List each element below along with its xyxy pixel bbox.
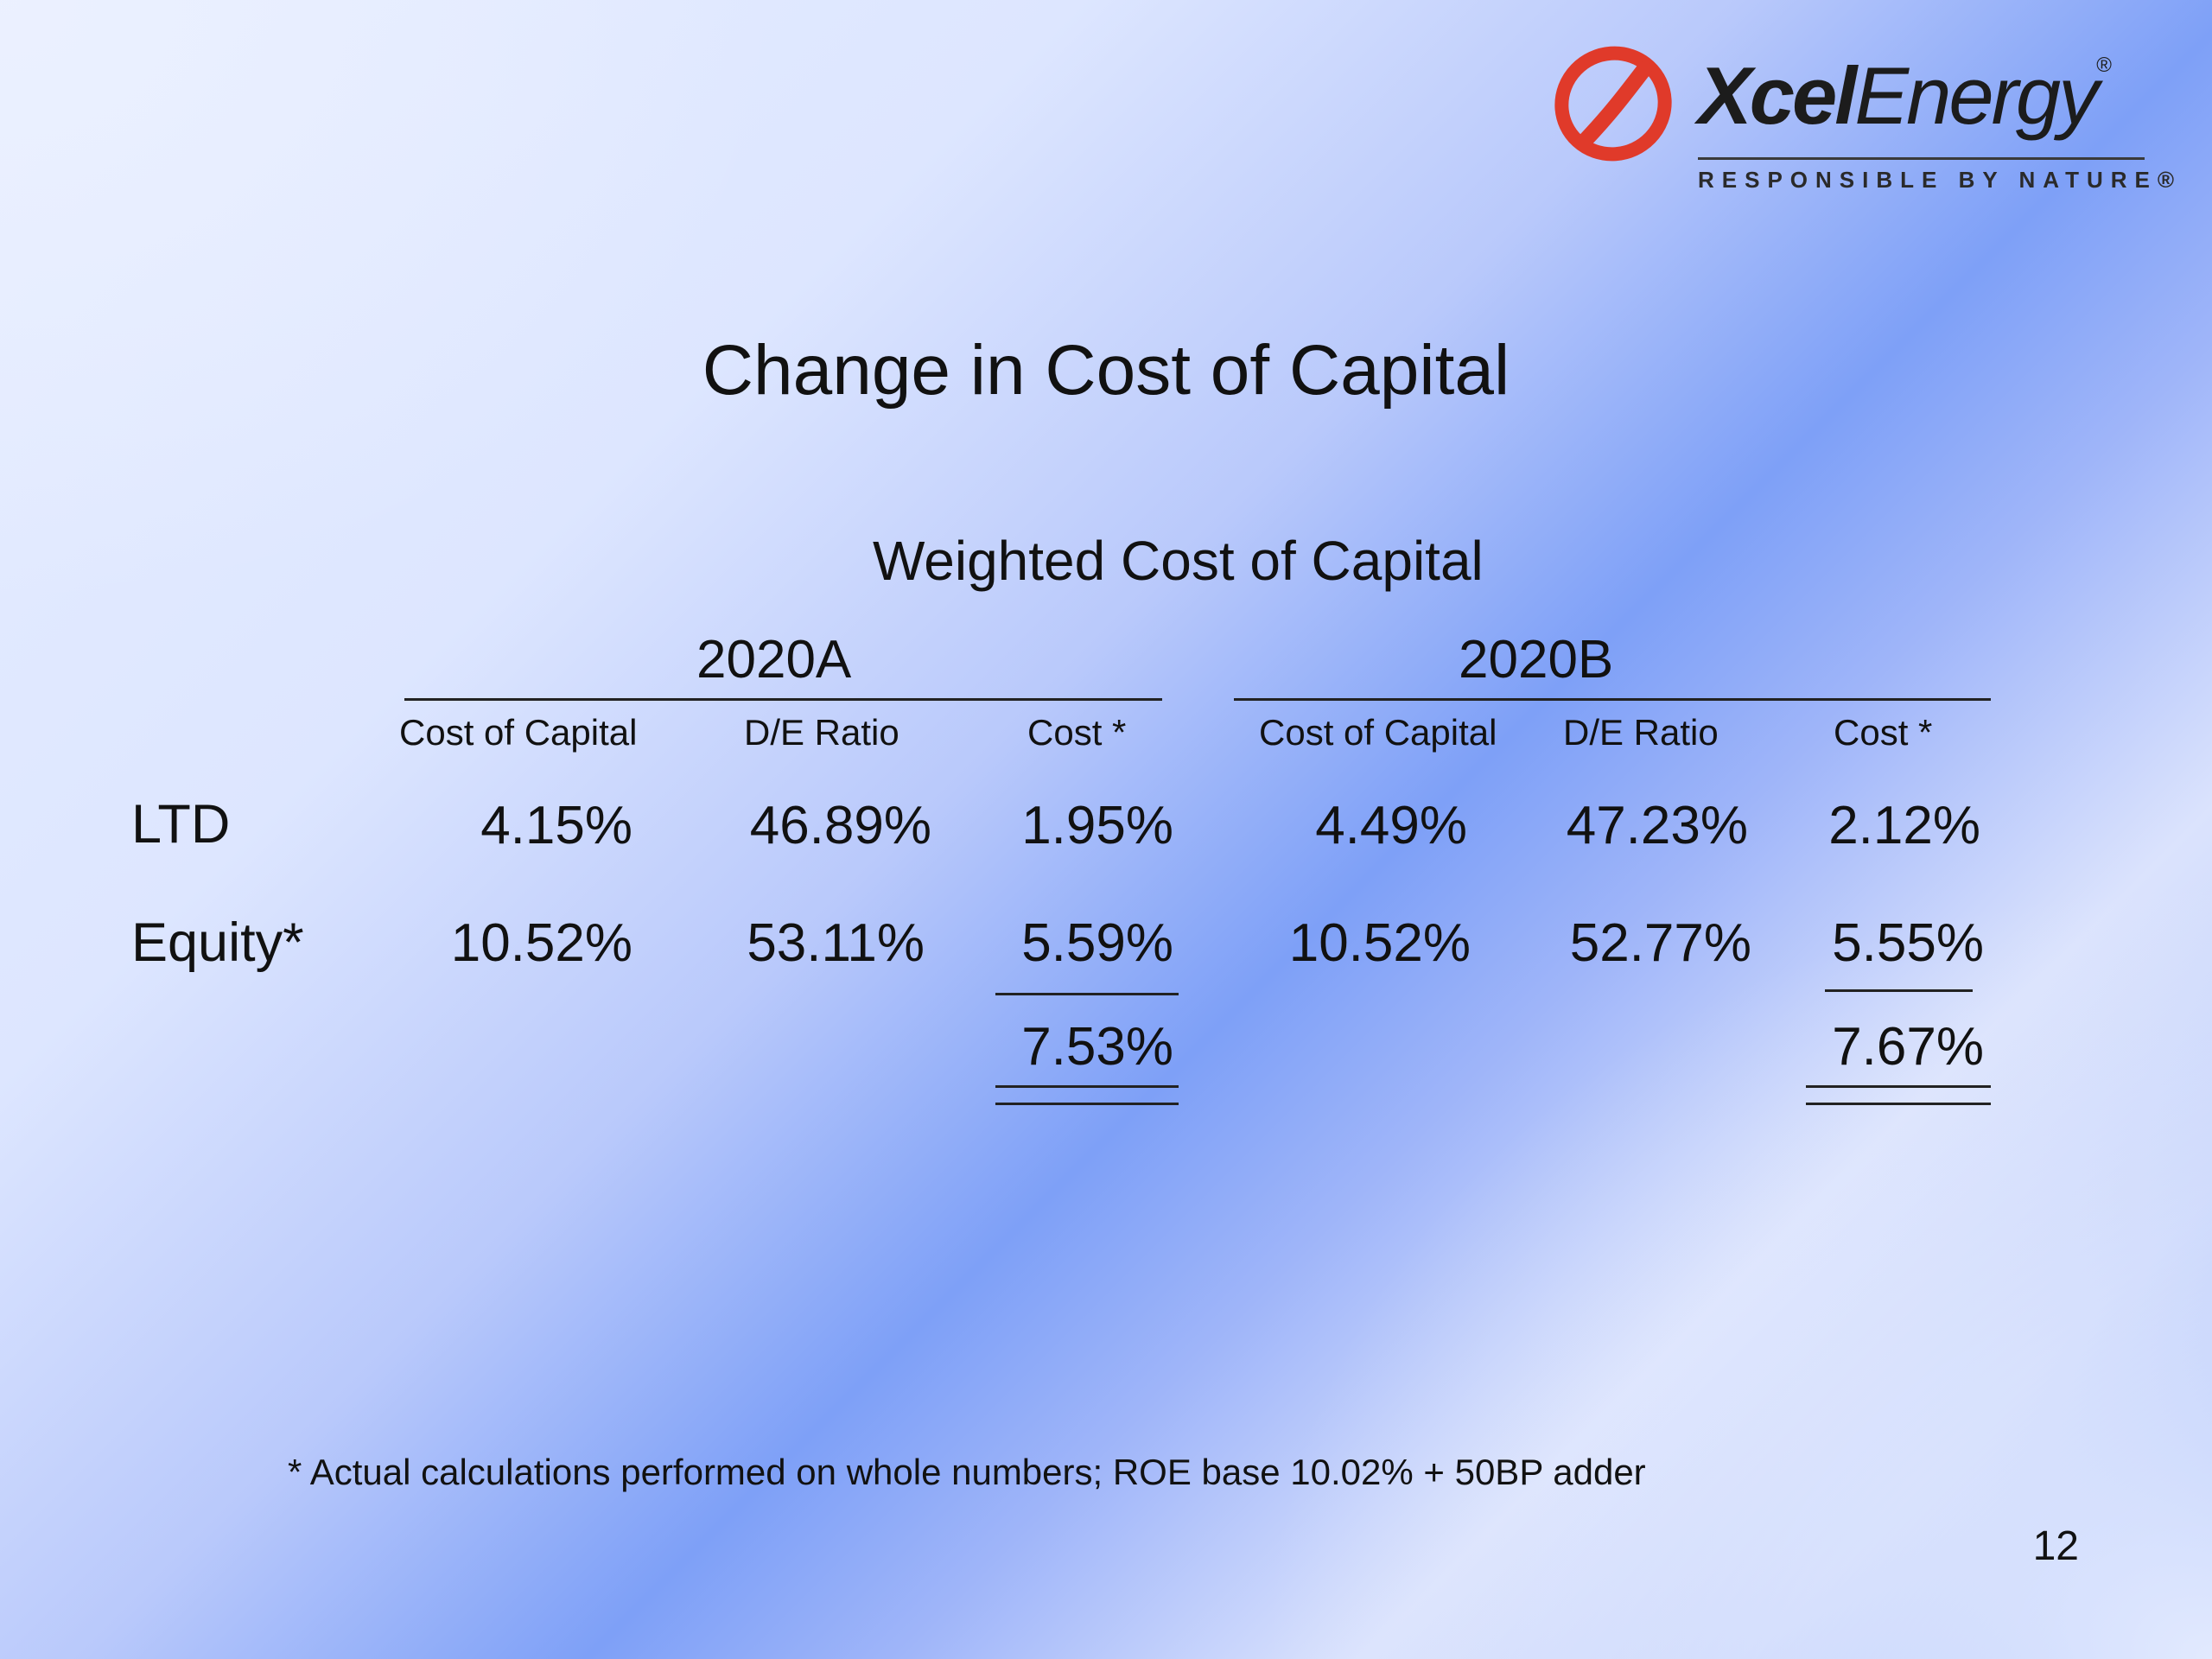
subtotal-rule-2020b	[1825, 989, 1973, 992]
table-cell: 53.11%	[747, 913, 925, 973]
total-double-rule-2020b-top	[1806, 1085, 1991, 1088]
table-cell: 46.89%	[749, 796, 931, 855]
table-cell: 4.49%	[1315, 796, 1467, 855]
subtotal-rule-2020a	[995, 993, 1179, 995]
group-rule-2020b	[1234, 698, 1991, 701]
colhead-2020a-de-ratio: D/E Ratio	[744, 712, 899, 753]
slide-title: Change in Cost of Capital	[702, 331, 1510, 410]
colhead-2020b-cost-of-capital: Cost of Capital	[1259, 712, 1497, 753]
table-cell: 10.52%	[1288, 913, 1471, 973]
row-label-ltd: LTD	[131, 794, 231, 855]
logo-rule	[1698, 157, 2145, 160]
total-double-rule-2020a-top	[995, 1085, 1179, 1088]
table-cell: 4.15%	[480, 796, 632, 855]
total-2020a: 7.53%	[1021, 1017, 1173, 1077]
table-subtitle: Weighted Cost of Capital	[873, 530, 1484, 592]
page-number: 12	[2032, 1523, 2079, 1569]
row-label-equity: Equity*	[131, 912, 304, 973]
footnote: * Actual calculations performed on whole…	[288, 1452, 1646, 1492]
table-cell: 1.95%	[1021, 796, 1173, 855]
total-2020b: 7.67%	[1832, 1017, 1984, 1077]
colhead-2020a-cost-of-capital: Cost of Capital	[399, 712, 638, 753]
total-double-rule-2020b-bottom	[1806, 1103, 1991, 1105]
table-cell: 5.55%	[1832, 913, 1984, 973]
total-double-rule-2020a-bottom	[995, 1103, 1179, 1105]
logo-wordmark: XcelEnergy®	[1698, 50, 2112, 141]
colhead-2020a-cost: Cost *	[1027, 712, 1127, 753]
group-label-2020a: 2020A	[696, 630, 852, 690]
table-cell: 5.59%	[1021, 913, 1173, 973]
group-label-2020b: 2020B	[1459, 630, 1614, 690]
xcel-swoosh-icon	[1554, 46, 1672, 162]
colhead-2020b-de-ratio: D/E Ratio	[1563, 712, 1719, 753]
table-cell: 10.52%	[450, 913, 632, 973]
logo-tagline: RESPONSIBLE BY NATURE®	[1698, 167, 2183, 193]
group-rule-2020a	[404, 698, 1162, 701]
table-cell: 47.23%	[1566, 796, 1748, 855]
xcel-energy-logo: XcelEnergy® RESPONSIBLE BY NATURE®	[1551, 43, 2174, 199]
colhead-2020b-cost: Cost *	[1834, 712, 1933, 753]
table-cell: 2.12%	[1828, 796, 1980, 855]
table-cell: 52.77%	[1569, 913, 1751, 973]
